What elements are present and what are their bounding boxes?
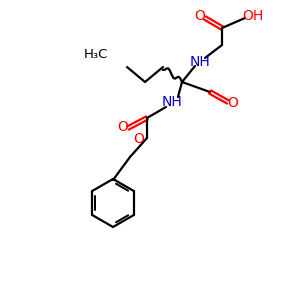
Text: H₃C: H₃C <box>84 49 108 62</box>
Text: NH: NH <box>162 95 182 109</box>
Text: NH: NH <box>190 55 210 69</box>
Text: OH: OH <box>242 9 264 23</box>
Text: O: O <box>134 132 144 146</box>
Text: O: O <box>228 96 238 110</box>
Text: O: O <box>195 9 206 23</box>
Text: O: O <box>118 120 128 134</box>
